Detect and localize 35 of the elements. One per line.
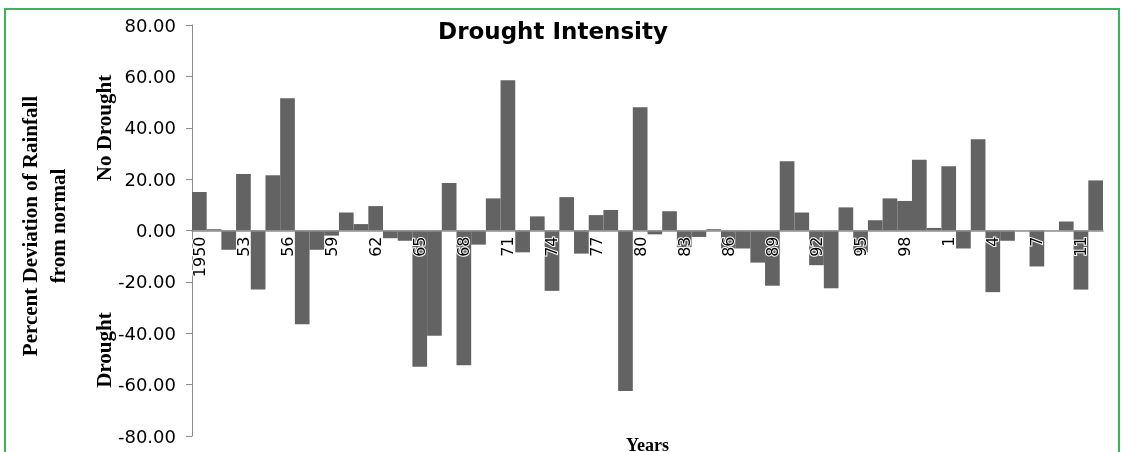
x-tick-label: 71 [498, 236, 518, 257]
x-tick-label: 95 [851, 236, 871, 257]
y-tick-label: -40.00 [117, 322, 176, 344]
x-tick-label: 80 [630, 236, 650, 257]
y-tick-label: 80.00 [124, 14, 176, 36]
y-tick-label: -60.00 [117, 374, 176, 396]
x-tick-label: 11 [1071, 236, 1091, 257]
x-tick-label: 56 [278, 236, 298, 257]
x-tick-label: 83 [674, 236, 694, 257]
x-axis-title: Years [626, 435, 669, 452]
x-tick-label: 86 [718, 236, 738, 257]
x-tick-label: 59 [322, 236, 342, 257]
text: No Drought [92, 74, 116, 182]
y-tick-label: 0.00 [135, 220, 176, 241]
x-tick-label: 62 [366, 236, 386, 257]
x-tick-label: 7 [1027, 236, 1047, 247]
text: Drought [92, 312, 116, 388]
y-tick-label: 40.00 [124, 117, 176, 139]
x-tick-label: 74 [542, 236, 562, 257]
x-tick-label: 98 [895, 236, 915, 257]
x-tick-label: 53 [233, 236, 253, 257]
x-tick-label: 68 [454, 236, 474, 257]
x-tick-label: 1950 [189, 236, 209, 278]
x-tick-label: 65 [410, 236, 430, 257]
x-tick-label: 92 [806, 236, 826, 257]
y-axis-title: Percent Deviation of Rainfall from normal [18, 95, 70, 357]
x-tick-label: 77 [586, 236, 606, 257]
chart-title: Drought Intensity [438, 17, 668, 44]
x-tick-label: 89 [762, 236, 782, 257]
y-tick-label: -80.00 [117, 425, 176, 447]
x-tick-label: 4 [983, 236, 1003, 247]
x-tick-label: 1 [939, 236, 959, 247]
y-tick-label: 60.00 [124, 65, 176, 87]
y-tick-label: -20.00 [117, 271, 176, 293]
y-tick-label: 20.00 [124, 168, 176, 190]
